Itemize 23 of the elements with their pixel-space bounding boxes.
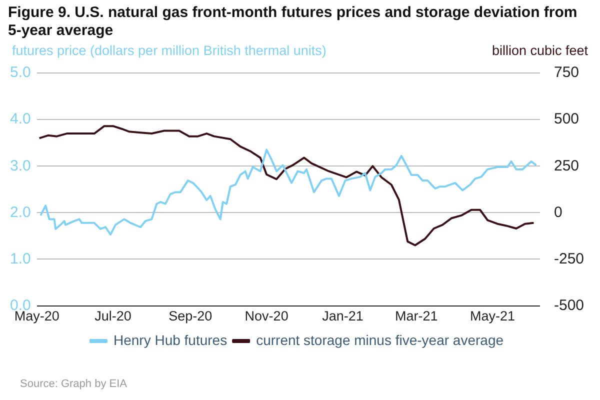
y2-tick-label: 250 xyxy=(554,157,580,174)
x-tick-label: Nov-20 xyxy=(244,308,288,324)
y2-tick-label: 750 xyxy=(554,64,580,82)
y-tick-label: 4.0 xyxy=(10,110,31,128)
x-tick-label: May-21 xyxy=(470,308,516,324)
y2-tick-label: 500 xyxy=(554,110,580,128)
y2-tick-label: -250 xyxy=(554,250,584,268)
legend-label: current storage minus five-year average xyxy=(256,332,504,348)
y-tick-label: 1.0 xyxy=(10,250,31,268)
y-tick-label: 3.0 xyxy=(10,157,31,174)
x-tick-label: Mar-21 xyxy=(395,308,438,324)
x-tick-label: Jan-21 xyxy=(322,308,364,324)
y2-tick-label: 0 xyxy=(554,204,562,221)
x-tick-label: Sep-20 xyxy=(168,308,212,324)
x-tick-label: Jul-20 xyxy=(94,308,132,324)
y2-axis-title: billion cubic feet xyxy=(492,43,588,58)
y2-tick-label: -500 xyxy=(554,296,584,314)
y-axis-title: futures price (dollars per million British thermal units) xyxy=(12,43,326,58)
legend-label: Henry Hub futures xyxy=(113,332,228,348)
y-tick-label: 2.0 xyxy=(10,204,31,221)
chart-title: Figure 9. U.S. natural gas front-month futures prices and storage deviation from 5-year average xyxy=(8,4,578,40)
source-note: Source: Graph by EIA xyxy=(20,378,127,390)
y-tick-label: 5.0 xyxy=(10,64,31,82)
